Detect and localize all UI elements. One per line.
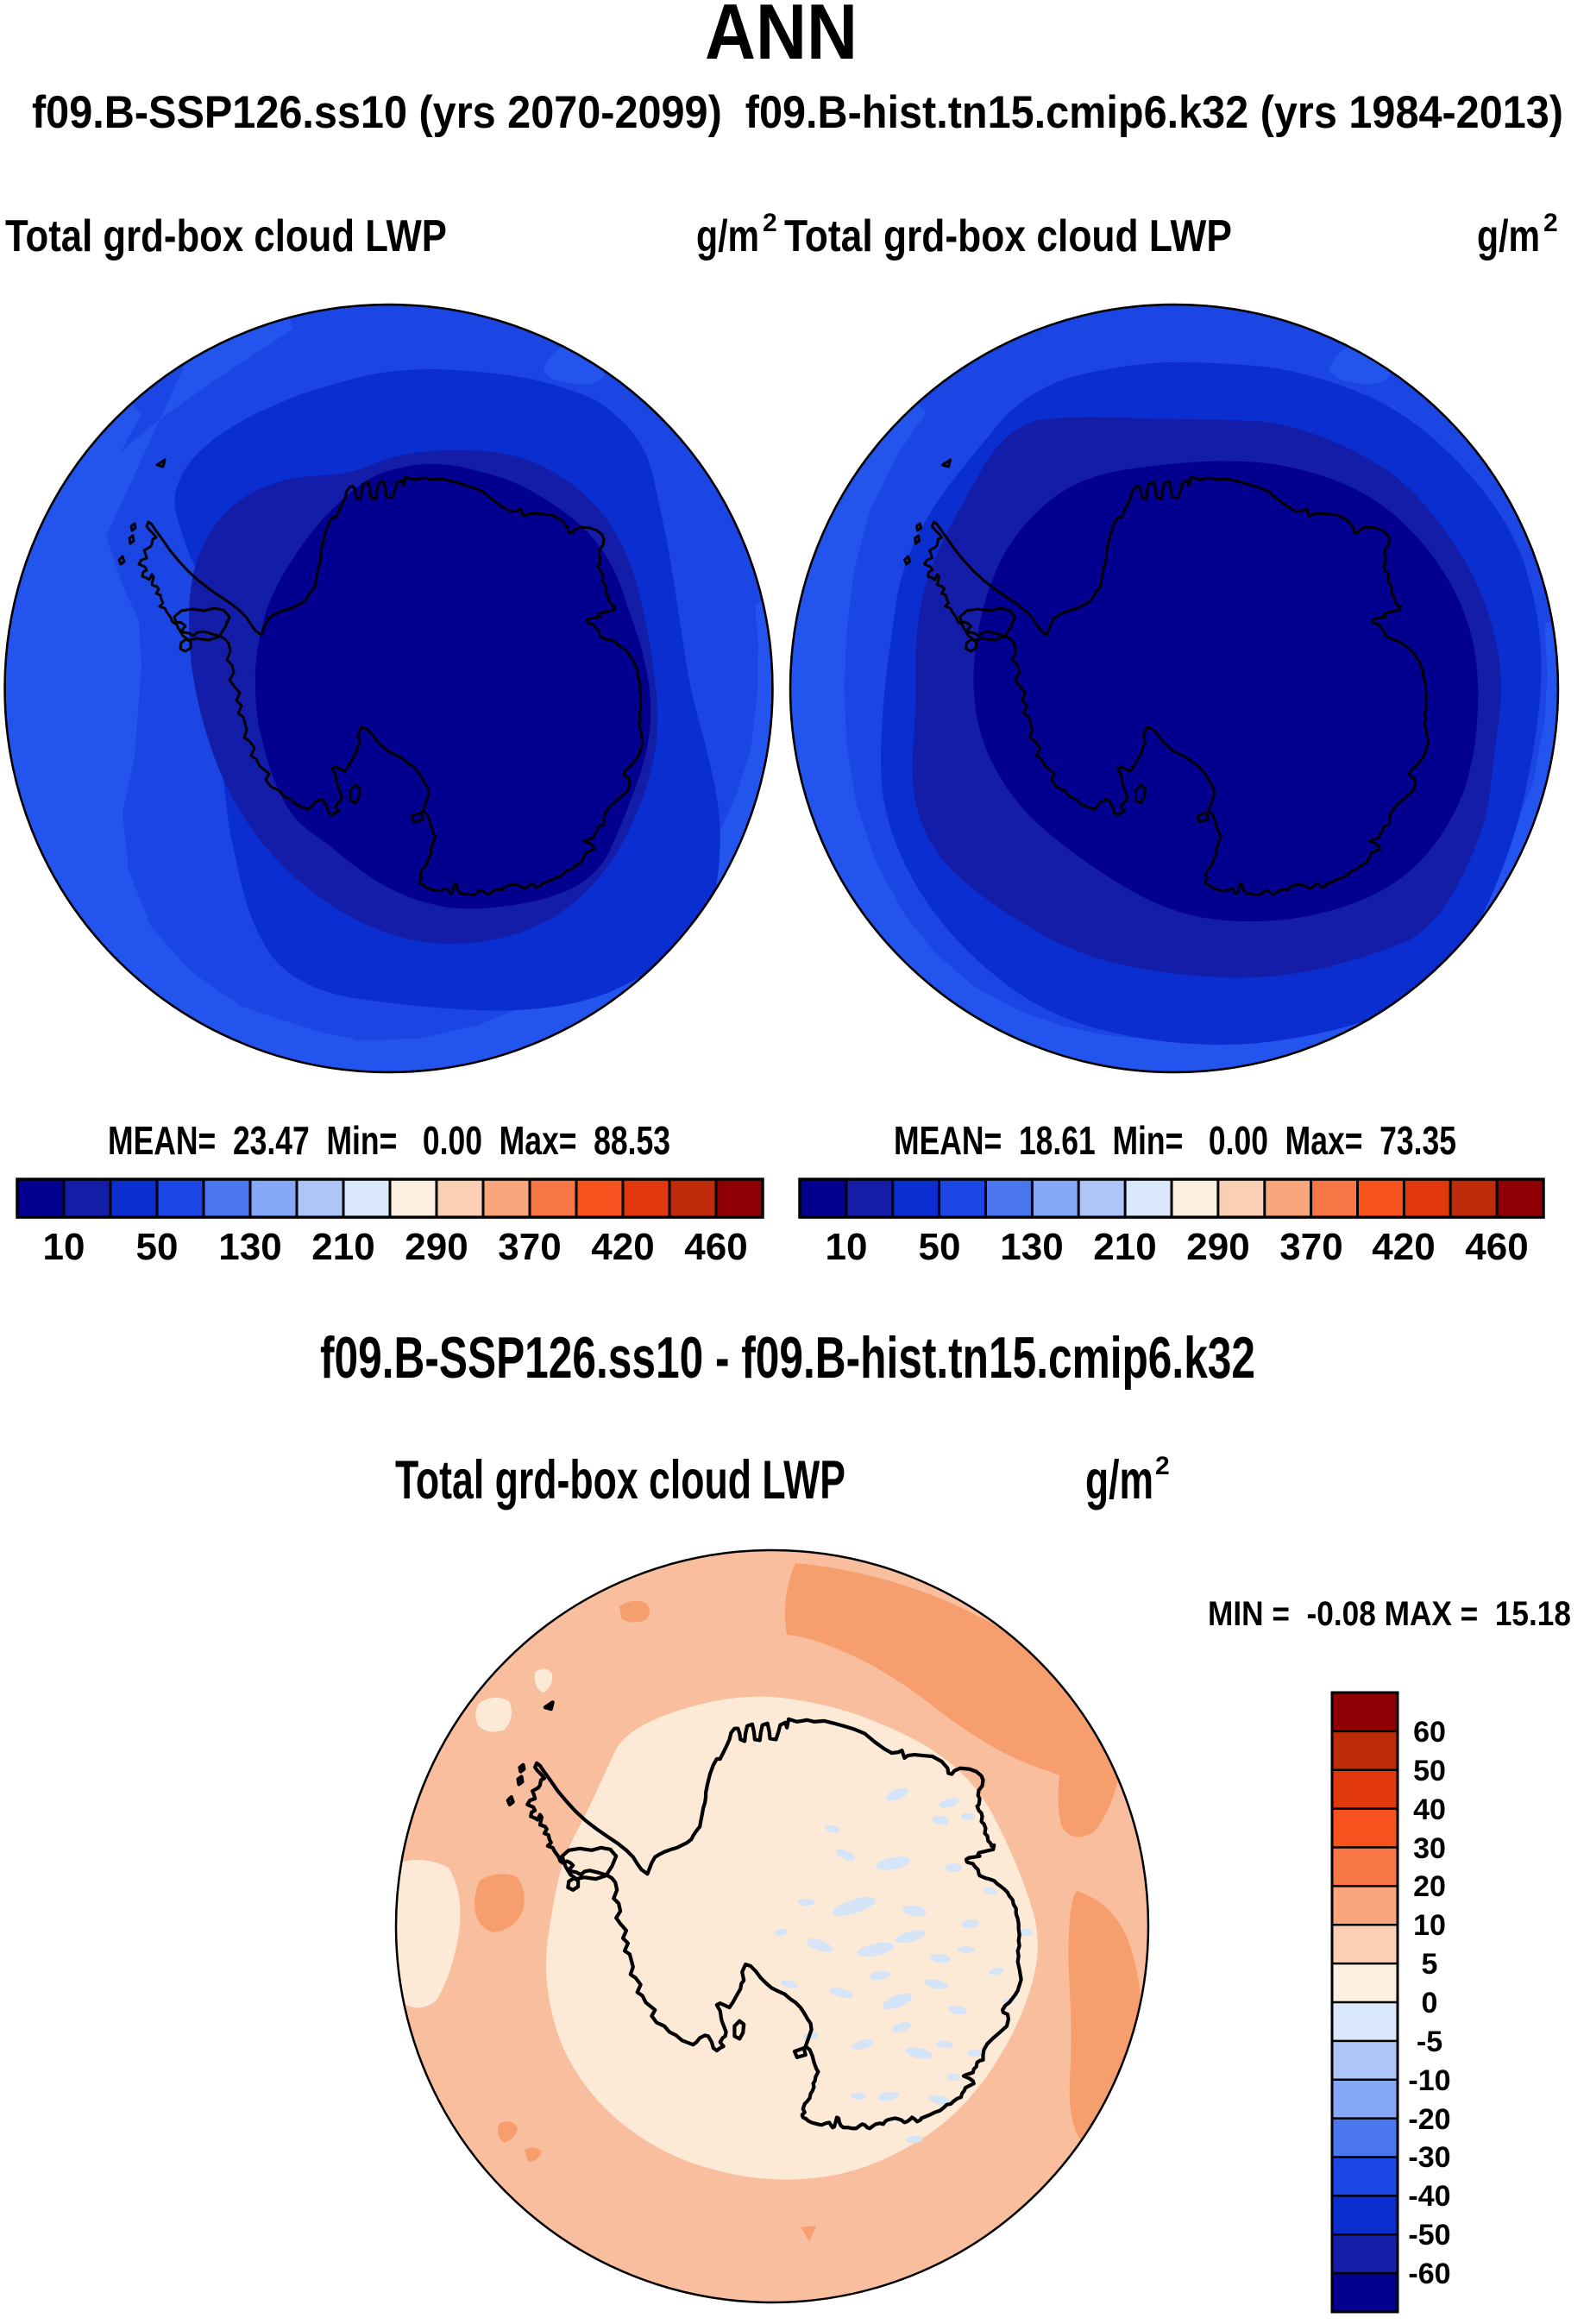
- svg-text:50: 50: [919, 1226, 961, 1268]
- svg-text:60: 60: [1413, 1716, 1446, 1749]
- svg-text:g/m: g/m: [696, 211, 759, 261]
- svg-text:50: 50: [1413, 1755, 1446, 1787]
- svg-text:420: 420: [1372, 1226, 1435, 1268]
- svg-text:g/m: g/m: [1477, 211, 1540, 261]
- svg-text:-30: -30: [1408, 2141, 1450, 2174]
- svg-text:30: 30: [1413, 1832, 1446, 1865]
- svg-text:ANN: ANN: [705, 0, 858, 76]
- svg-text:460: 460: [1465, 1226, 1528, 1268]
- svg-text:20: 20: [1413, 1870, 1446, 1903]
- svg-text:290: 290: [405, 1226, 468, 1268]
- svg-text:2: 2: [763, 209, 777, 237]
- svg-text:210: 210: [311, 1226, 374, 1268]
- svg-text:210: 210: [1093, 1226, 1156, 1268]
- svg-text:Total grd-box cloud LWP: Total grd-box cloud LWP: [784, 211, 1232, 261]
- svg-text:Total grd-box cloud LWP: Total grd-box cloud LWP: [395, 1450, 845, 1511]
- svg-text:-40: -40: [1408, 2180, 1450, 2213]
- svg-text:10: 10: [826, 1226, 868, 1268]
- svg-text:MEAN= 18.61 Min= 0.00 Max: MEAN= 18.61 Min= 0.00 Max= 73.35: [894, 1118, 1456, 1163]
- svg-text:Total grd-box cloud LWP: Total grd-box cloud LWP: [5, 211, 447, 261]
- svg-text:-60: -60: [1408, 2258, 1450, 2290]
- svg-text:460: 460: [684, 1226, 747, 1268]
- svg-text:-10: -10: [1408, 2064, 1450, 2097]
- svg-text:g/m: g/m: [1085, 1450, 1153, 1511]
- svg-text:130: 130: [218, 1226, 281, 1268]
- svg-text:2: 2: [1155, 1452, 1170, 1480]
- svg-text:MEAN= 23.47 Min= 0.00 Max: MEAN= 23.47 Min= 0.00 Max= 88.53: [108, 1118, 670, 1163]
- svg-text:0: 0: [1422, 1987, 1438, 2019]
- svg-text:5: 5: [1422, 1948, 1438, 1981]
- svg-text:-50: -50: [1408, 2219, 1450, 2252]
- svg-text:130: 130: [1000, 1226, 1063, 1268]
- svg-text:370: 370: [1279, 1226, 1342, 1268]
- svg-text:-20: -20: [1408, 2103, 1450, 2136]
- svg-text:50: 50: [136, 1226, 179, 1268]
- svg-text:370: 370: [498, 1226, 561, 1268]
- svg-text:290: 290: [1186, 1226, 1249, 1268]
- svg-text:MIN = -0.08 MAX = 15.18: MIN = -0.08 MAX = 15.18: [1208, 1595, 1571, 1633]
- svg-text:10: 10: [1413, 1909, 1446, 1942]
- svg-text:40: 40: [1413, 1793, 1446, 1826]
- svg-text:f09.B-SSP126.ss10 - f09.B-hist: f09.B-SSP126.ss10 - f09.B-hist.tn15.cmip…: [320, 1325, 1255, 1391]
- svg-text:420: 420: [591, 1226, 654, 1268]
- svg-text:-5: -5: [1417, 2026, 1442, 2058]
- svg-text:2: 2: [1543, 209, 1558, 237]
- svg-text:10: 10: [43, 1226, 85, 1268]
- svg-text:f09.B-SSP126.ss10 (yrs 2070-20: f09.B-SSP126.ss10 (yrs 2070-2099) f09.B-…: [32, 87, 1563, 138]
